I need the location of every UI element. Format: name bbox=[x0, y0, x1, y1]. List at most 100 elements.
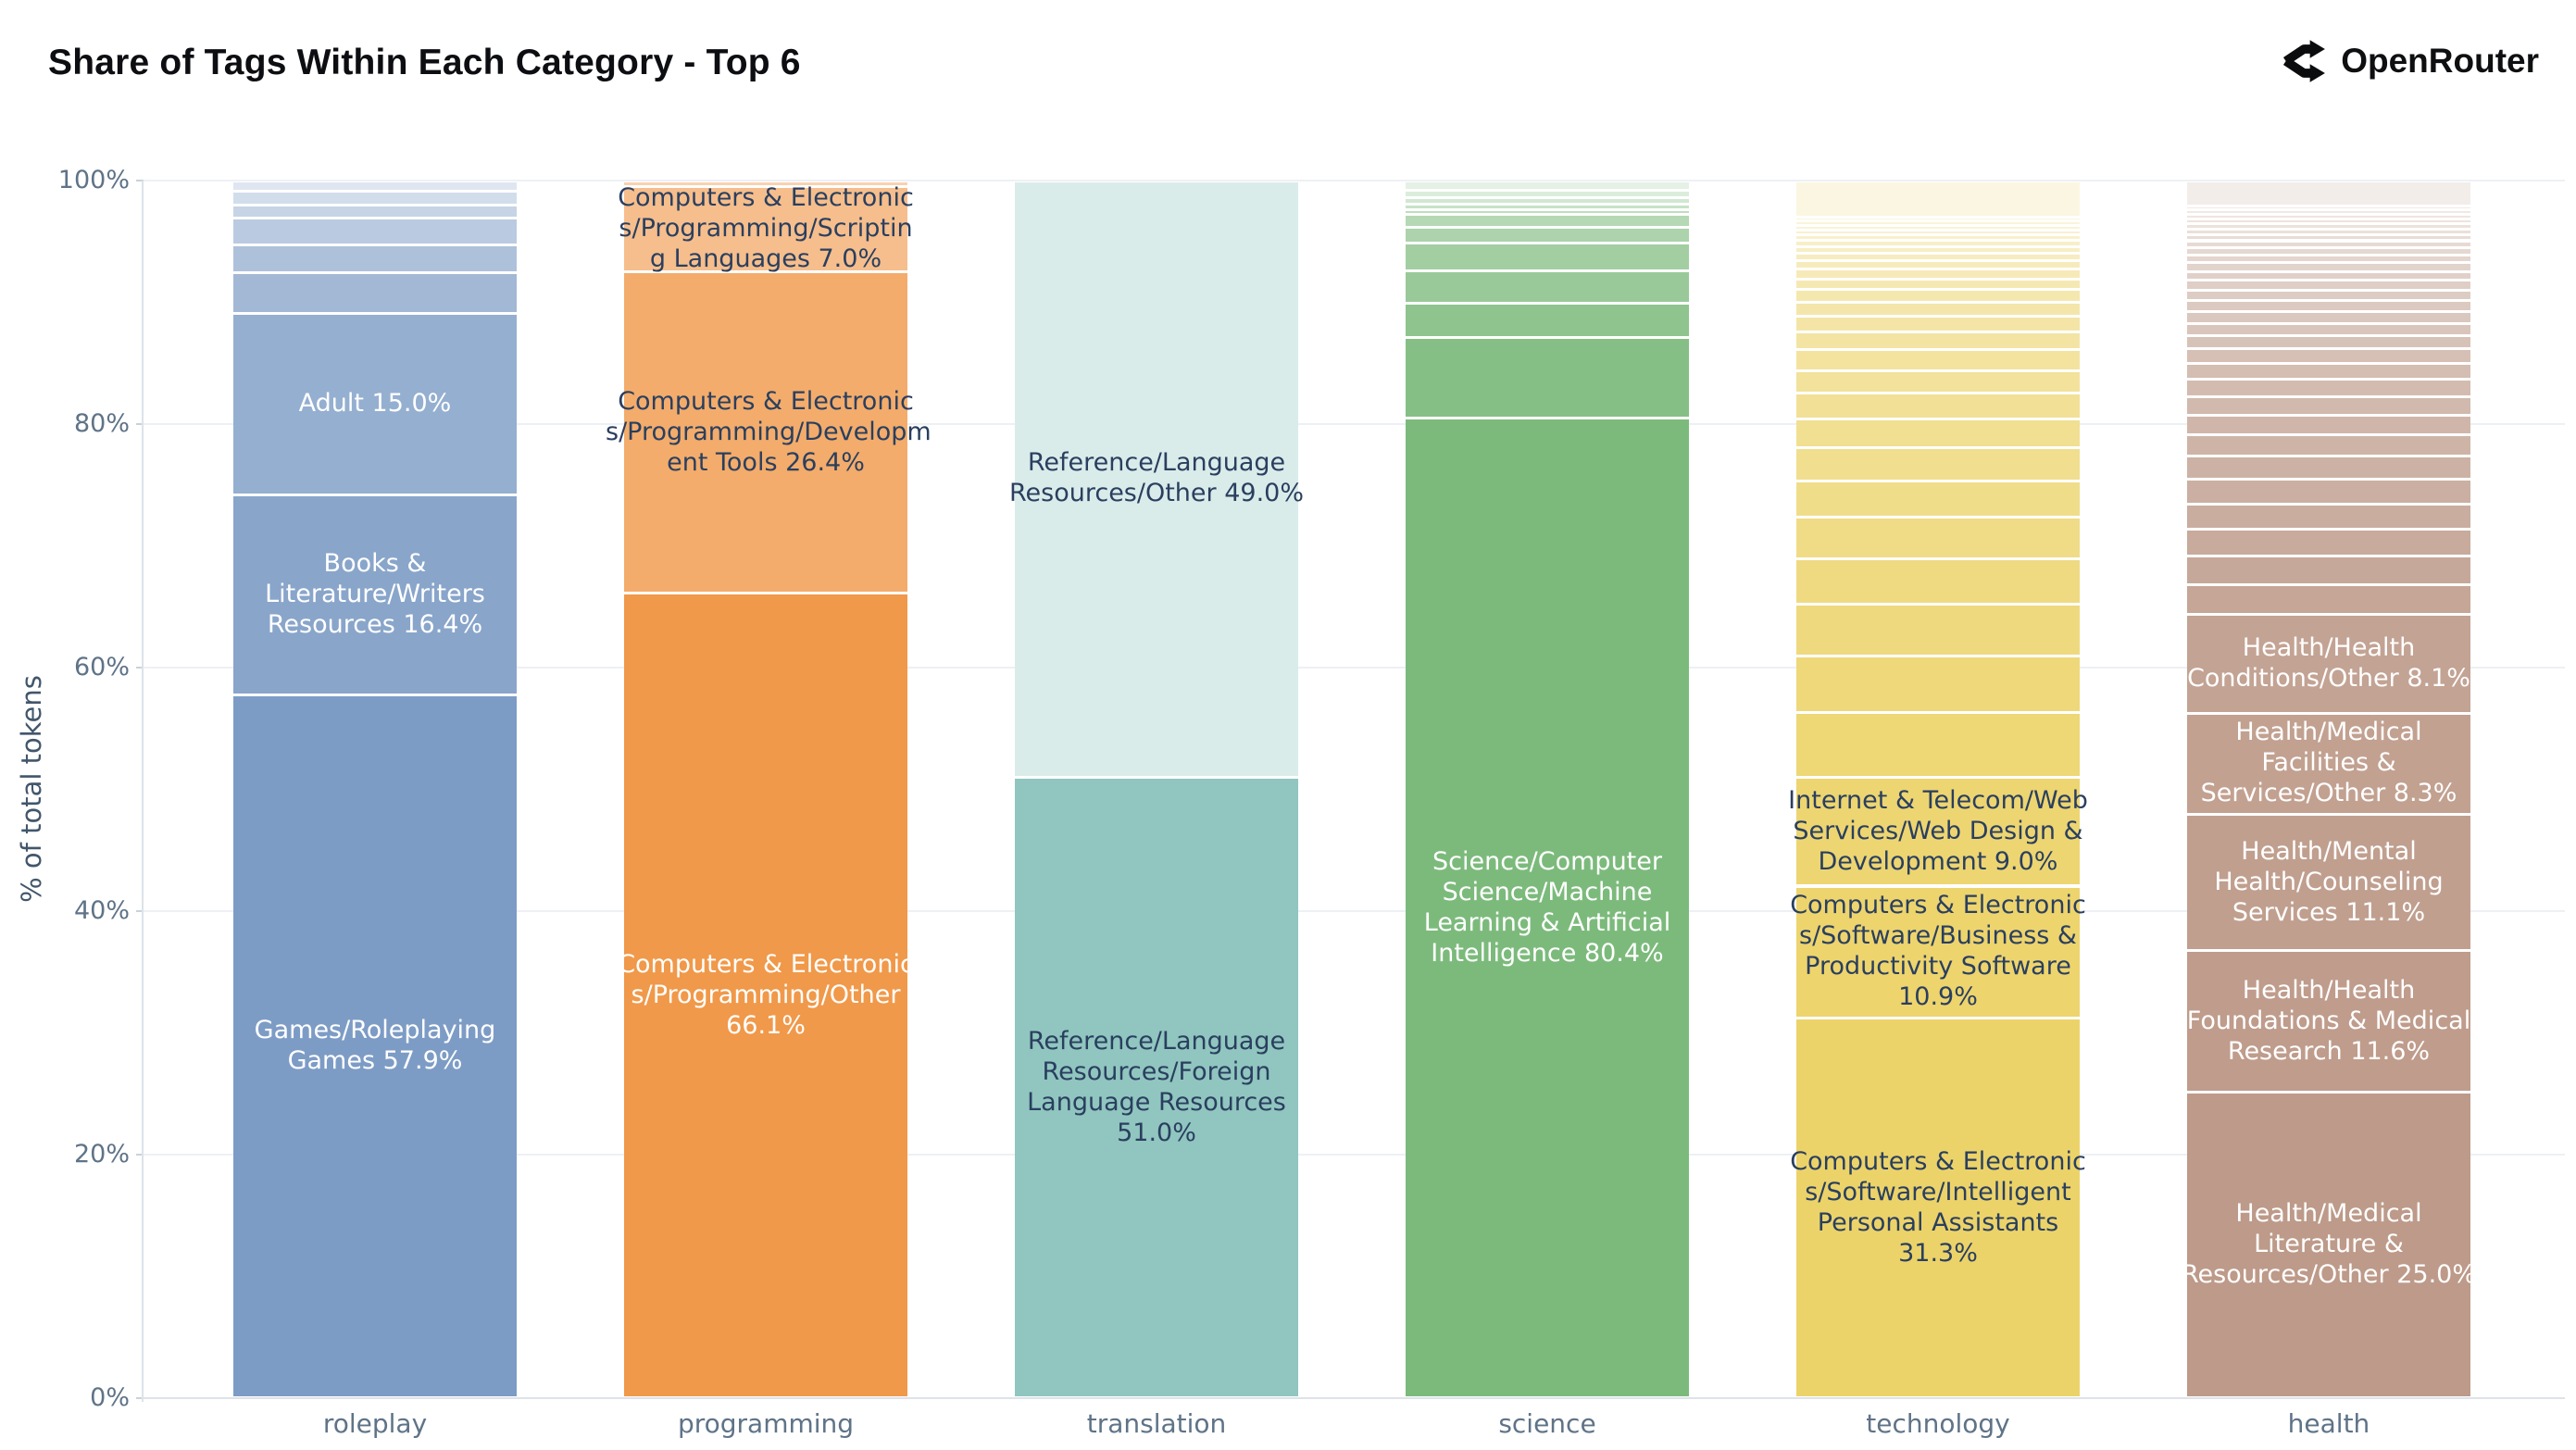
bar-segment-health-34[interactable] bbox=[2187, 207, 2470, 209]
bar-segment-health-15[interactable] bbox=[2187, 365, 2470, 379]
bar-segment-technology-19[interactable] bbox=[1796, 270, 2080, 278]
bar-segment-health-32[interactable] bbox=[2187, 216, 2470, 219]
bar-segment-technology-24[interactable] bbox=[1796, 236, 2080, 240]
bar-segment-health-0[interactable] bbox=[2187, 1094, 2470, 1397]
openrouter-logo[interactable]: OpenRouter bbox=[2278, 37, 2539, 85]
bar-segment-technology-29[interactable] bbox=[1796, 181, 2080, 216]
bar-segment-technology-17[interactable] bbox=[1796, 291, 2080, 301]
bar-segment-technology-27[interactable] bbox=[1796, 222, 2080, 224]
bar-segment-science-10[interactable] bbox=[1406, 192, 1689, 196]
bar-segment-health-13[interactable] bbox=[2187, 397, 2470, 414]
bar-segment-health-10[interactable] bbox=[2187, 457, 2470, 479]
bar-segment-science-0[interactable] bbox=[1406, 419, 1689, 1397]
bar-segment-programming-2[interactable] bbox=[624, 188, 907, 271]
bar-segment-technology-8[interactable] bbox=[1796, 481, 2080, 517]
bar-segment-technology-15[interactable] bbox=[1796, 317, 2080, 331]
bar-segment-health-28[interactable] bbox=[2187, 235, 2470, 240]
bar-segment-technology-5[interactable] bbox=[1796, 606, 2080, 655]
bar-segment-health-25[interactable] bbox=[2187, 256, 2470, 262]
bar-segment-roleplay-1[interactable] bbox=[233, 496, 517, 694]
bar-segment-roleplay-5[interactable] bbox=[233, 219, 517, 244]
bar-segment-technology-13[interactable] bbox=[1796, 351, 2080, 369]
bar-segment-technology-12[interactable] bbox=[1796, 371, 2080, 393]
bar-segment-health-12[interactable] bbox=[2187, 416, 2470, 433]
bar-segment-science-3[interactable] bbox=[1406, 271, 1689, 303]
bar-segment-science-5[interactable] bbox=[1406, 228, 1689, 242]
bar-segment-health-24[interactable] bbox=[2187, 264, 2470, 270]
bar-segment-health-14[interactable] bbox=[2187, 381, 2470, 395]
bar-segment-health-20[interactable] bbox=[2187, 302, 2470, 311]
bar-segment-health-1[interactable] bbox=[2187, 951, 2470, 1092]
bar-segment-health-6[interactable] bbox=[2187, 557, 2470, 583]
bar-segment-technology-11[interactable] bbox=[1796, 394, 2080, 418]
bar-segment-roleplay-4[interactable] bbox=[233, 246, 517, 272]
bar-segment-health-23[interactable] bbox=[2187, 272, 2470, 280]
bar-segment-health-30[interactable] bbox=[2187, 225, 2470, 228]
bar-segment-science-8[interactable] bbox=[1406, 205, 1689, 209]
bar-segment-health-9[interactable] bbox=[2187, 481, 2470, 503]
bar-segment-technology-3[interactable] bbox=[1796, 714, 2080, 776]
bar-segment-health-21[interactable] bbox=[2187, 292, 2470, 300]
bar-segment-science-9[interactable] bbox=[1406, 198, 1689, 203]
bar-segment-technology-0[interactable] bbox=[1796, 1019, 2080, 1397]
bar-segment-translation-1[interactable] bbox=[1015, 181, 1298, 776]
bar-segment-technology-21[interactable] bbox=[1796, 255, 2080, 259]
bar-segment-science-1[interactable] bbox=[1406, 339, 1689, 418]
x-category-label-health: health bbox=[2287, 1408, 2370, 1439]
bar-segment-roleplay-8[interactable] bbox=[233, 181, 517, 191]
bar-segment-science-2[interactable] bbox=[1406, 305, 1689, 337]
bar-segment-health-19[interactable] bbox=[2187, 313, 2470, 322]
bar-segment-roleplay-6[interactable] bbox=[233, 206, 517, 218]
bar-segment-programming-1[interactable] bbox=[624, 273, 907, 593]
bar-segment-roleplay-3[interactable] bbox=[233, 274, 517, 312]
bar-segment-technology-4[interactable] bbox=[1796, 656, 2080, 712]
bar-segment-health-17[interactable] bbox=[2187, 336, 2470, 348]
bar-segment-health-26[interactable] bbox=[2187, 248, 2470, 254]
bar-segment-technology-28[interactable] bbox=[1796, 218, 2080, 220]
bar-segment-health-5[interactable] bbox=[2187, 585, 2470, 613]
bar-segment-health-18[interactable] bbox=[2187, 324, 2470, 334]
bar-segment-health-8[interactable] bbox=[2187, 505, 2470, 529]
bar-segment-technology-20[interactable] bbox=[1796, 261, 2080, 269]
bar-segment-technology-1[interactable] bbox=[1796, 887, 2080, 1018]
bar-segment-health-3[interactable] bbox=[2187, 714, 2470, 814]
bar-segment-health-22[interactable] bbox=[2187, 281, 2470, 290]
bar-segment-health-11[interactable] bbox=[2187, 435, 2470, 456]
bar-segment-technology-18[interactable] bbox=[1796, 280, 2080, 289]
bar-segment-health-2[interactable] bbox=[2187, 816, 2470, 949]
bar-segment-science-6[interactable] bbox=[1406, 216, 1689, 226]
bar-segment-roleplay-7[interactable] bbox=[233, 193, 517, 204]
bar-segment-technology-6[interactable] bbox=[1796, 559, 2080, 604]
bar-segment-programming-3[interactable] bbox=[624, 181, 907, 186]
bar-segment-science-4[interactable] bbox=[1406, 244, 1689, 269]
bar-segment-health-16[interactable] bbox=[2187, 350, 2470, 363]
gridline-80% bbox=[144, 423, 2565, 425]
bar-segment-technology-16[interactable] bbox=[1796, 303, 2080, 315]
bar-segment-technology-10[interactable] bbox=[1796, 419, 2080, 447]
y-tick-label-100%: 100% bbox=[57, 166, 130, 194]
bar-segment-science-7[interactable] bbox=[1406, 211, 1689, 214]
bar-segment-translation-0[interactable] bbox=[1015, 778, 1298, 1397]
bar-segment-technology-9[interactable] bbox=[1796, 449, 2080, 480]
bar-segment-technology-7[interactable] bbox=[1796, 519, 2080, 557]
bar-segment-health-33[interactable] bbox=[2187, 211, 2470, 214]
y-tick-100% bbox=[136, 180, 144, 181]
bar-segment-technology-14[interactable] bbox=[1796, 332, 2080, 349]
bar-segment-health-31[interactable] bbox=[2187, 220, 2470, 223]
bar-segment-science-11[interactable] bbox=[1406, 181, 1689, 190]
bar-segment-roleplay-2[interactable] bbox=[233, 314, 517, 494]
bar-segment-health-27[interactable] bbox=[2187, 242, 2470, 246]
bar-segment-programming-0[interactable] bbox=[624, 594, 907, 1397]
bar-segment-health-35[interactable] bbox=[2187, 181, 2470, 206]
bar-segment-technology-2[interactable] bbox=[1796, 778, 2080, 885]
bar-segment-technology-22[interactable] bbox=[1796, 247, 2080, 253]
bar-segment-health-29[interactable] bbox=[2187, 230, 2470, 233]
bar-segment-health-7[interactable] bbox=[2187, 531, 2470, 556]
bar-segment-technology-25[interactable] bbox=[1796, 231, 2080, 234]
bar-segment-technology-26[interactable] bbox=[1796, 226, 2080, 230]
bar-segment-technology-23[interactable] bbox=[1796, 242, 2080, 245]
bar-segment-health-4[interactable] bbox=[2187, 615, 2470, 712]
y-tick-label-20%: 20% bbox=[73, 1140, 130, 1169]
bar-segment-roleplay-0[interactable] bbox=[233, 695, 517, 1397]
